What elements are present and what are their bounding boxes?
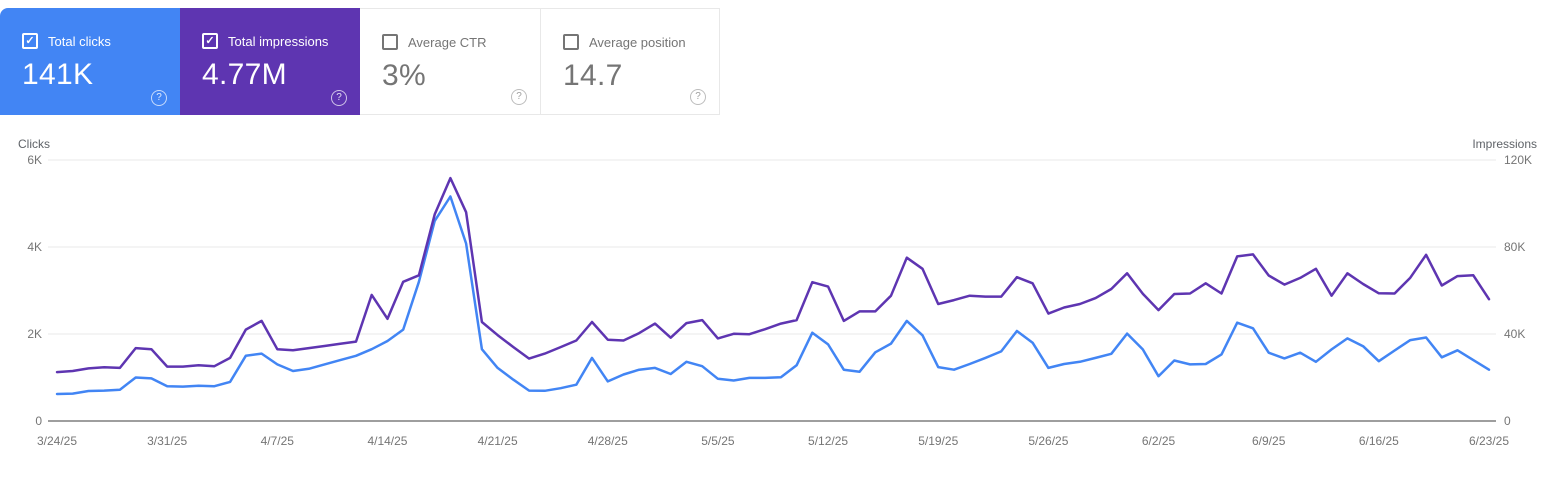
help-icon[interactable]: ? — [511, 89, 527, 105]
x-tick-label: 3/31/25 — [147, 434, 187, 448]
x-tick-label: 4/14/25 — [367, 434, 407, 448]
y-tick-label-left: 4K — [27, 240, 42, 254]
x-tick-label: 4/28/25 — [588, 434, 628, 448]
card-value: 14.7 — [563, 59, 623, 92]
x-tick-label: 5/26/25 — [1028, 434, 1068, 448]
check-icon: ✓ — [25, 34, 35, 47]
series-line-impressions[interactable] — [55, 176, 1491, 374]
card-header: Average position — [541, 9, 719, 50]
x-tick-label: 4/21/25 — [478, 434, 518, 448]
card-header: ✓ Total impressions — [180, 8, 360, 49]
x-tick-label: 6/16/25 — [1359, 434, 1399, 448]
y-tick-label-right: 40K — [1504, 327, 1525, 341]
card-label: Average CTR — [408, 34, 487, 50]
card-label: Average position — [589, 34, 686, 50]
y-tick-label-left: 0 — [35, 414, 42, 428]
help-icon[interactable]: ? — [331, 90, 347, 106]
x-tick-label: 4/7/25 — [261, 434, 295, 448]
card-value: 141K — [22, 58, 94, 91]
card-average-position[interactable]: Average position 14.7 ? — [540, 8, 720, 115]
y-tick-label-right: 80K — [1504, 240, 1525, 254]
average-ctr-checkbox[interactable] — [382, 34, 398, 50]
card-label: Total impressions — [228, 33, 329, 49]
metric-cards: ✓ Total clicks 141K ? ✓ Total impression… — [0, 8, 720, 115]
check-icon: ✓ — [205, 34, 215, 47]
card-header: Average CTR — [360, 9, 540, 50]
card-total-impressions[interactable]: ✓ Total impressions 4.77M ? — [180, 8, 360, 115]
card-average-ctr[interactable]: Average CTR 3% ? — [360, 8, 540, 115]
card-header: ✓ Total clicks — [0, 8, 180, 49]
x-tick-label: 6/23/25 — [1469, 434, 1509, 448]
card-value: 4.77M — [202, 58, 287, 91]
x-tick-label: 3/24/25 — [37, 434, 77, 448]
card-value: 3% — [382, 59, 426, 92]
x-tick-label: 5/19/25 — [918, 434, 958, 448]
y-tick-label-right: 0 — [1504, 414, 1511, 428]
help-icon[interactable]: ? — [690, 89, 706, 105]
x-tick-label: 6/9/25 — [1252, 434, 1286, 448]
help-icon[interactable]: ? — [151, 90, 167, 106]
card-label: Total clicks — [48, 33, 111, 49]
y-tick-label-left: 6K — [27, 153, 42, 167]
total-clicks-checkbox[interactable]: ✓ — [22, 33, 38, 49]
x-tick-label: 6/2/25 — [1142, 434, 1176, 448]
y-tick-label-right: 120K — [1504, 153, 1532, 167]
total-impressions-checkbox[interactable]: ✓ — [202, 33, 218, 49]
left-axis-title: Clicks — [18, 137, 50, 151]
average-position-checkbox[interactable] — [563, 34, 579, 50]
x-tick-label: 5/12/25 — [808, 434, 848, 448]
series-line-clicks[interactable] — [55, 195, 1491, 396]
right-axis-title: Impressions — [1472, 137, 1537, 151]
card-total-clicks[interactable]: ✓ Total clicks 141K ? — [0, 8, 180, 115]
x-tick-label: 5/5/25 — [701, 434, 735, 448]
y-tick-label-left: 2K — [27, 327, 42, 341]
